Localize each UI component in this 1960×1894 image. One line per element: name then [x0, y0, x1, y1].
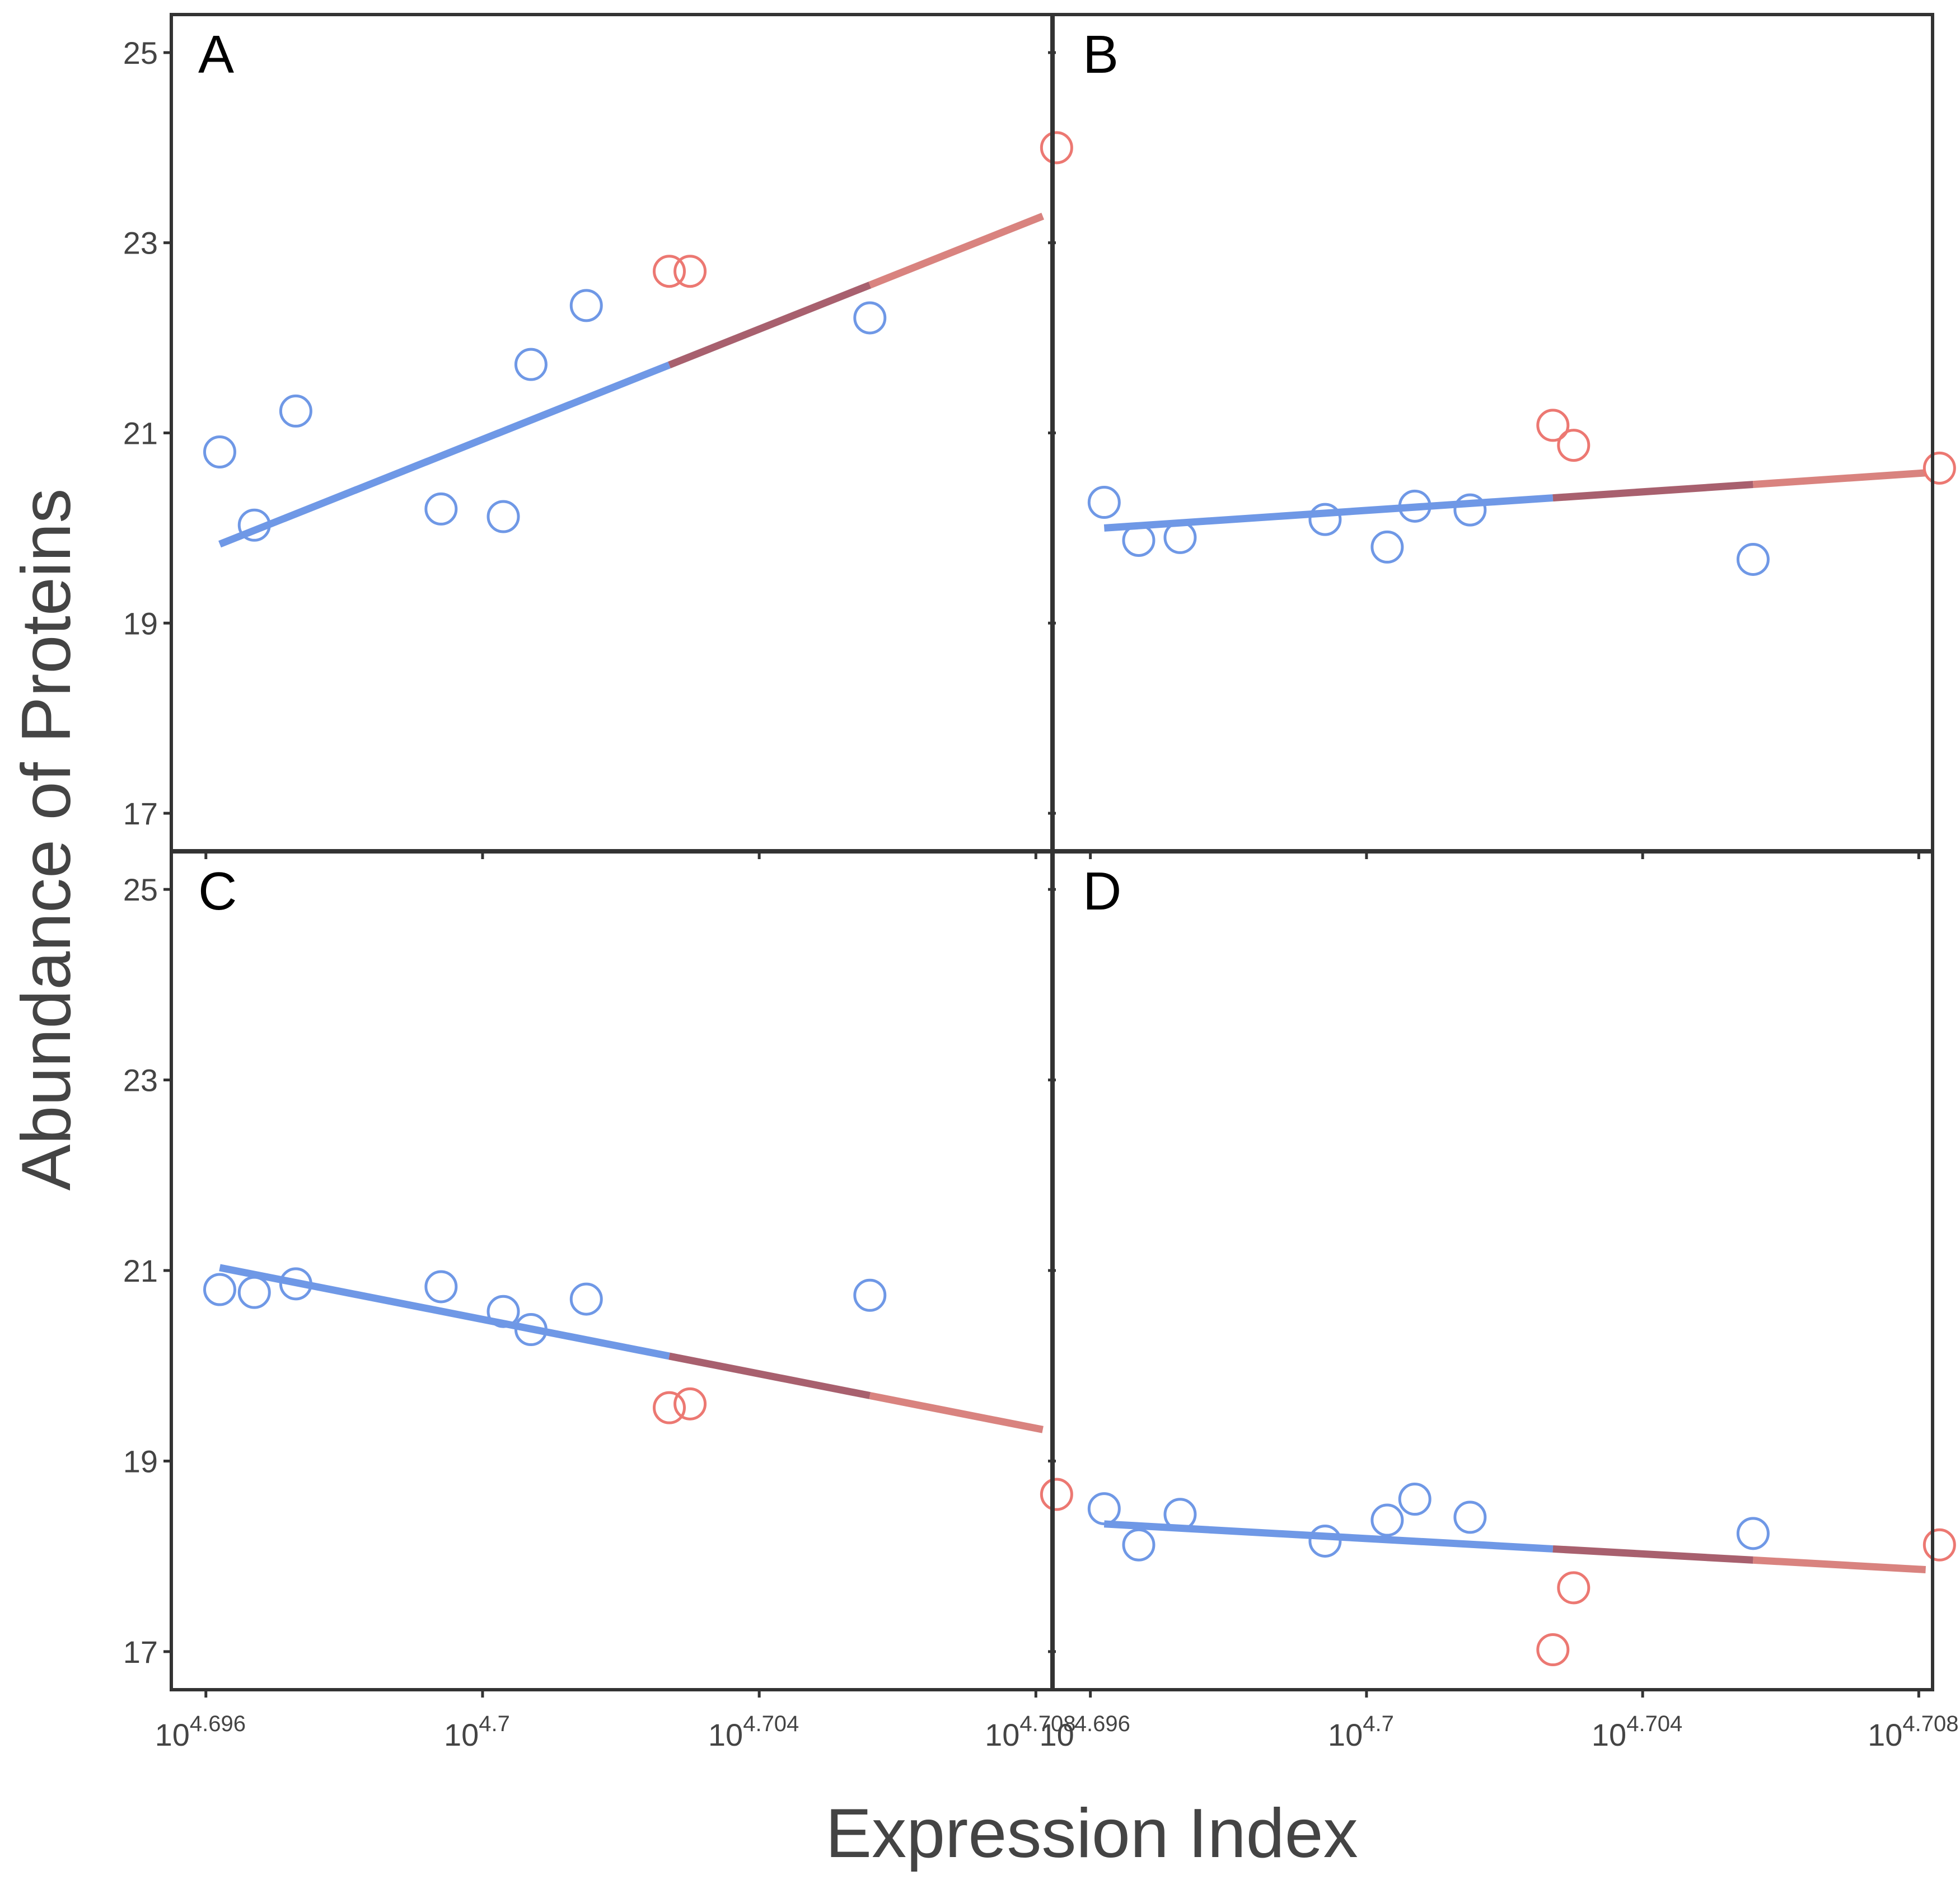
data-point-red: [1536, 409, 1570, 442]
data-point-red: [1040, 1478, 1073, 1511]
data-point-blue: [424, 1270, 458, 1304]
x-tick-label: 104.708: [985, 1712, 1075, 1752]
x-tick-label: 104.696: [155, 1712, 246, 1752]
data-point-blue: [1308, 1524, 1342, 1558]
y-tick-label: 23: [123, 226, 158, 261]
data-point-red: [1557, 1571, 1591, 1605]
data-point-blue: [1736, 542, 1770, 576]
y-tick-label: 17: [123, 1634, 158, 1670]
x-tick-label: 104.704: [708, 1712, 799, 1752]
fit-line-red-segment: [1752, 469, 1926, 489]
x-axis-title: Expression Index: [825, 1795, 1358, 1872]
data-point-blue: [569, 289, 603, 322]
data-point-blue: [1122, 523, 1156, 557]
x-tick-label: 104.704: [1592, 1712, 1682, 1752]
data-point-blue: [514, 1313, 548, 1347]
panel-label-c: C: [198, 861, 237, 921]
fit-line-blue-segment: [219, 1264, 670, 1360]
y-axis-title: Abundance of Proteins: [8, 489, 85, 1191]
data-point-blue: [279, 1267, 312, 1301]
data-point-blue: [487, 500, 520, 533]
data-point-blue: [514, 348, 548, 381]
data-point-blue: [1370, 530, 1404, 564]
data-point-red: [1040, 131, 1073, 165]
fit-line-red-segment: [869, 1392, 1044, 1433]
x-tick-label: 104.7: [444, 1712, 510, 1752]
data-point-blue: [237, 508, 271, 542]
panel-b: B: [1083, 25, 1956, 576]
data-point-blue: [1122, 1528, 1156, 1562]
axes-layer: 17 17 19 19 21 21 23 23 25 25 104.696 104.696 104.7 1…: [123, 13, 1959, 1752]
fit-line-red-segment: [868, 213, 1045, 289]
panel-label-d: D: [1083, 861, 1121, 921]
x-tick-label: 104.708: [1868, 1712, 1958, 1752]
panel-d: D: [1083, 861, 1956, 1667]
panel-label-b: B: [1083, 25, 1119, 85]
data-point-blue: [853, 1278, 887, 1312]
fit-line-red-segment: [1753, 1556, 1926, 1574]
y-tick-label: 19: [123, 606, 158, 641]
data-point-blue: [1370, 1503, 1404, 1537]
data-point-red: [1922, 451, 1956, 485]
y-tick-label: 25: [123, 35, 158, 71]
y-tick-label: 25: [123, 872, 158, 907]
data-point-blue: [237, 1276, 271, 1309]
panel-a: A: [198, 25, 1073, 548]
panel-label-a: A: [198, 25, 234, 85]
panel-c: C: [198, 861, 1073, 1511]
data-point-red: [653, 255, 686, 288]
x-tick-label: 104.7: [1328, 1712, 1394, 1752]
panels-layer: A B C D: [198, 25, 1956, 1667]
data-point-blue: [1087, 486, 1121, 519]
fit-line-mid-segment: [668, 282, 872, 369]
data-point-red: [673, 1387, 707, 1420]
data-point-red: [673, 255, 707, 288]
y-tick-label: 21: [123, 1253, 158, 1288]
data-point-blue: [424, 492, 458, 526]
fit-line-blue-segment: [218, 362, 671, 548]
y-tick-label: 17: [123, 796, 158, 831]
fit-line-mid-segment: [668, 1352, 871, 1399]
x-tick-label: 104.696: [1039, 1712, 1130, 1752]
data-point-blue: [1453, 1501, 1487, 1534]
data-point-blue: [1163, 521, 1197, 554]
y-tick-label: 19: [123, 1443, 158, 1479]
data-point-blue: [1453, 493, 1487, 527]
data-point-blue: [1398, 1483, 1432, 1516]
data-point-blue: [1163, 1498, 1197, 1531]
data-point-red: [1557, 429, 1591, 462]
data-point-red: [653, 1391, 686, 1424]
data-point-blue: [569, 1282, 603, 1316]
y-tick-label: 21: [123, 416, 158, 451]
data-point-blue: [1736, 1517, 1770, 1550]
fit-line-mid-segment: [1552, 481, 1753, 502]
data-point-blue: [853, 301, 887, 335]
data-point-red: [1922, 1528, 1956, 1562]
data-point-blue: [203, 435, 236, 468]
data-point-blue: [279, 394, 312, 428]
y-tick-label: 23: [123, 1063, 158, 1098]
data-point-blue: [487, 1295, 520, 1328]
data-point-blue: [203, 1273, 236, 1306]
data-point-red: [1536, 1633, 1570, 1667]
fit-line-mid-segment: [1552, 1545, 1753, 1564]
data-point-blue: [1398, 489, 1432, 523]
data-point-blue: [1308, 503, 1342, 536]
data-point-blue: [1087, 1492, 1121, 1526]
